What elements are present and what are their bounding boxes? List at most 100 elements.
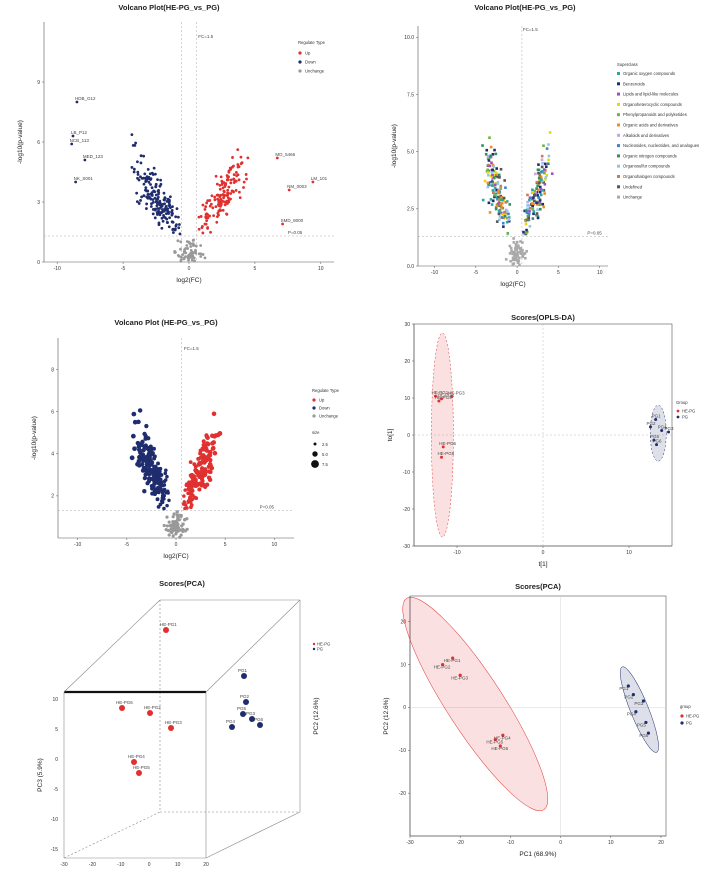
data-point — [151, 446, 156, 451]
legend-marker — [312, 406, 316, 410]
x-tick-label: -10 — [117, 862, 124, 868]
data-point — [530, 202, 534, 205]
data-point — [179, 247, 182, 251]
size-legend-title: size — [312, 430, 320, 435]
data-point — [486, 157, 490, 161]
data-point — [225, 212, 228, 216]
data-point — [177, 518, 181, 522]
data-point — [542, 144, 545, 148]
size-legend-label: 2.5 — [322, 442, 328, 447]
x-tick-label: -10 — [431, 270, 438, 276]
legend-label: Nucleosides, nucleotides, and analogues — [623, 143, 699, 148]
data-point — [144, 186, 148, 189]
data-point — [498, 215, 502, 218]
data-point — [486, 171, 490, 174]
point-annotation: LB_P12 — [71, 130, 88, 135]
data-point — [179, 255, 183, 259]
data-point — [547, 143, 550, 146]
data-point — [537, 163, 540, 166]
data-point — [511, 258, 515, 262]
data-point — [177, 226, 181, 230]
data-point — [148, 172, 152, 176]
x-tick-label: -5 — [474, 270, 479, 276]
data-point — [218, 195, 222, 199]
data-point — [163, 471, 168, 476]
data-point — [131, 411, 137, 417]
data-point — [142, 154, 146, 158]
legend-label: Up — [319, 398, 325, 403]
data-point — [531, 207, 535, 211]
data-point — [171, 524, 175, 528]
data-point — [238, 196, 242, 200]
data-point — [165, 221, 169, 224]
legend-label: Organic oxygen compounds — [623, 71, 675, 76]
data-point — [181, 253, 185, 256]
score-point — [434, 394, 437, 398]
data-point — [183, 488, 187, 492]
size-legend-marker — [312, 451, 318, 457]
data-point — [229, 178, 233, 182]
data-point — [508, 244, 512, 248]
data-point — [503, 210, 507, 214]
data-point — [487, 183, 490, 187]
data-point — [159, 203, 162, 206]
data-point — [174, 250, 177, 254]
data-point — [182, 257, 186, 261]
data-point — [545, 174, 549, 177]
data-point — [486, 181, 490, 185]
x-axis-label: log2(FC) — [176, 277, 201, 284]
data-point — [486, 154, 490, 158]
data-point — [144, 469, 149, 474]
volcano-plot-2: Volcano Plot(HE-PG_vs_PG) -10 -5 0 5 10 0.0 2.5… — [391, 3, 699, 288]
data-point — [144, 423, 149, 429]
data-point — [165, 515, 169, 519]
data-point — [155, 204, 159, 208]
data-point — [160, 488, 165, 492]
data-point — [167, 533, 171, 537]
data-point — [162, 523, 166, 528]
legend-marker — [312, 647, 316, 651]
legend-label: Unchange — [319, 414, 339, 419]
legend-label: Organosulfur compounds — [623, 164, 670, 169]
x-tick-label: 5 — [557, 270, 560, 276]
data-point — [488, 164, 492, 168]
data-point — [145, 202, 149, 206]
data-point — [132, 167, 136, 171]
legend-marker — [312, 398, 316, 402]
score-point-label: HE-PG4 — [435, 395, 452, 400]
data-point — [493, 193, 497, 196]
legend-marker — [617, 175, 620, 178]
x-tick-label: 0 — [542, 550, 545, 556]
data-point — [500, 216, 504, 219]
data-point — [201, 231, 205, 235]
data-point — [137, 408, 143, 413]
data-point — [209, 230, 212, 234]
legend-marker — [617, 102, 620, 106]
cube-edge — [63, 811, 161, 859]
y-tick-label: 2.5 — [407, 207, 414, 213]
x-axis-label: log2(FC) — [163, 553, 188, 560]
data-point — [203, 256, 207, 260]
data-point — [490, 203, 494, 206]
data-point — [499, 184, 503, 188]
data-point — [132, 446, 137, 452]
legend-label: PG — [682, 415, 688, 420]
chart-title: Volcano Plot(HE-PG_vs_PG) — [118, 3, 220, 12]
score-point — [243, 699, 249, 705]
data-point — [134, 141, 137, 145]
data-point — [141, 455, 146, 461]
data-point — [148, 196, 152, 200]
opls-da-plot: Scores(OPLS-DA) -10 0 10 -30 -20 -10 0 10 20 30 t[1… — [387, 313, 695, 568]
data-point — [221, 186, 225, 190]
data-point — [190, 253, 194, 256]
data-point — [161, 219, 165, 223]
data-point — [491, 173, 494, 177]
data-point — [498, 204, 501, 208]
data-point — [517, 246, 520, 249]
legend-marker — [617, 72, 620, 75]
data-point — [179, 240, 183, 244]
data-point — [219, 204, 222, 208]
data-point — [156, 461, 160, 466]
x-tick-label: -10 — [74, 542, 81, 548]
data-point — [153, 196, 157, 200]
